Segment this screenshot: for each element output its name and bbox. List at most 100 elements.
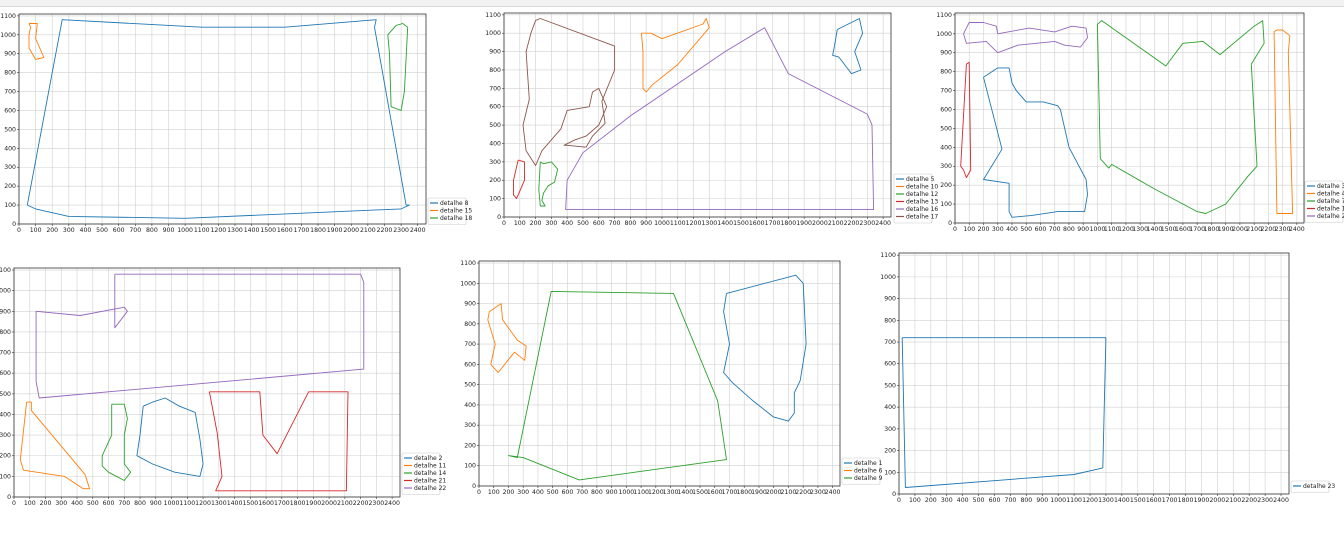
- x-tick-label: 800: [146, 227, 158, 234]
- x-tick-label: 900: [1036, 497, 1048, 504]
- series-line-detalhe-18: [387, 23, 409, 111]
- x-tick-label: 900: [606, 489, 618, 496]
- legend-label: detalhe 18: [440, 215, 472, 222]
- x-tick-label: 0: [502, 220, 506, 227]
- series-line-detalhe-17: [522, 18, 616, 166]
- x-tick-label: 1600: [258, 500, 274, 507]
- y-tick-label: 1100: [0, 267, 11, 274]
- chart-1: 0 100 200 300 400 500 600 700 800 900 1000 1100 1200…: [0, 13, 472, 234]
- legend-box: [1290, 480, 1330, 493]
- plot-frame: [478, 260, 841, 487]
- x-tick-label: 500: [87, 500, 99, 507]
- y-tick-label: 600: [4, 107, 16, 114]
- x-tick-label: 1500: [733, 220, 749, 227]
- series-line-detalhe-11: [19, 401, 91, 490]
- y-tick-label: 800: [489, 67, 501, 74]
- x-tick-label: 0: [477, 489, 481, 496]
- series-line-detalhe-8: [26, 19, 410, 219]
- legend-label: detalhe 12: [906, 191, 938, 198]
- x-tick-label: 1900: [327, 227, 343, 234]
- x-tick-label: 1300: [701, 220, 717, 227]
- x-tick-label: 1600: [1175, 226, 1191, 233]
- x-tick-label: 200: [925, 497, 937, 504]
- x-tick-label: 1300: [211, 500, 227, 507]
- legend-label: detalhe 4: [1317, 191, 1344, 198]
- x-tick-label: 2400: [410, 227, 426, 234]
- x-tick-label: 0: [17, 227, 21, 234]
- y-tick-label: 500: [464, 382, 476, 389]
- y-tick-label: 100: [884, 469, 896, 476]
- series-line-detalhe-20: [963, 22, 1088, 54]
- x-tick-label: 1800: [290, 500, 306, 507]
- y-tick-label: 300: [4, 164, 16, 171]
- y-tick-label: 100: [464, 463, 476, 470]
- chart-4: 0 100 200 300 400 500 600 700 800 900 1000 1100 1200…: [0, 267, 446, 507]
- x-tick-label: 800: [591, 489, 603, 496]
- legend-label: detalhe 13: [906, 199, 938, 206]
- x-tick-label: 1500: [242, 500, 258, 507]
- x-tick-label: 1400: [1114, 497, 1130, 504]
- x-tick-label: 1800: [780, 220, 796, 227]
- x-tick-label: 1700: [722, 489, 738, 496]
- chart-3: 0 100 200 300 400 500 600 700 800 900 100011001200…: [936, 12, 1344, 233]
- x-tick-label: 600: [989, 497, 1001, 504]
- legend-label: detalhe 1: [854, 460, 883, 467]
- legend-box: [1304, 180, 1344, 223]
- x-tick-label: 2300: [1257, 497, 1273, 504]
- y-tick-label: 900: [4, 51, 16, 58]
- x-tick-label: 1200: [195, 500, 211, 507]
- x-tick-label: 1900: [1194, 497, 1210, 504]
- y-tick-label: 700: [489, 85, 501, 92]
- series-line-detalhe-5: [832, 18, 864, 75]
- x-tick-label: 600: [113, 227, 125, 234]
- x-tick-label: 1600: [277, 227, 293, 234]
- x-tick-label: 0: [12, 500, 16, 507]
- x-tick-label: 2200: [377, 227, 393, 234]
- y-tick-label: 200: [489, 177, 501, 184]
- x-tick-label: 400: [71, 500, 83, 507]
- x-tick-label: 0: [953, 226, 957, 233]
- x-tick-label: 1900: [751, 489, 767, 496]
- x-tick-label: 200: [503, 489, 515, 496]
- x-tick-label: 2300: [1275, 226, 1291, 233]
- y-tick-label: 1100: [485, 12, 501, 19]
- x-tick-label: 1000: [177, 227, 193, 234]
- y-tick-label: 100: [0, 473, 11, 480]
- legend-label: detalhe 5: [906, 176, 935, 183]
- legend-label: detalhe 2: [414, 455, 443, 462]
- x-tick-label: 2400: [1289, 226, 1305, 233]
- x-tick-label: 200: [40, 500, 52, 507]
- y-tick-label: 400: [884, 404, 896, 411]
- x-tick-label: 1400: [244, 227, 260, 234]
- x-tick-label: 2400: [875, 220, 891, 227]
- x-tick-label: 1100: [1066, 497, 1082, 504]
- x-tick-label: 400: [957, 497, 969, 504]
- x-tick-label: 1200: [210, 227, 226, 234]
- x-tick-label: 500: [96, 227, 108, 234]
- y-tick-label: 100: [4, 202, 16, 209]
- y-tick-label: 200: [0, 453, 11, 460]
- y-tick-label: 0: [892, 491, 896, 498]
- x-tick-label: 500: [1020, 226, 1032, 233]
- y-tick-label: 0: [948, 220, 952, 227]
- chart-2: 0 100 200 300 400 500 600 700 800 900 1000 1100 1200…: [485, 12, 938, 227]
- x-tick-label: 2200: [1261, 226, 1277, 233]
- x-tick-label: 100: [963, 226, 975, 233]
- x-tick-label: 300: [545, 220, 557, 227]
- x-tick-label: 100: [514, 220, 526, 227]
- legend-label: detalhe 15: [440, 208, 472, 215]
- x-tick-label: 1500: [1130, 497, 1146, 504]
- series-line-detalhe-16: [565, 27, 875, 211]
- plot-frame: [954, 12, 1305, 224]
- series-line-detalhe-1: [723, 274, 807, 422]
- series-line-detalhe-3: [983, 67, 1088, 218]
- y-tick-label: 700: [4, 89, 16, 96]
- x-tick-label: 1700: [294, 227, 310, 234]
- x-tick-label: 700: [1005, 497, 1017, 504]
- chart-5: 0 100 200 300 400 500 600 700 800 900 100011001200…: [460, 260, 882, 496]
- x-tick-label: 1300: [227, 227, 243, 234]
- y-tick-label: 400: [0, 411, 11, 418]
- legend-label: detalhe 17: [906, 214, 938, 221]
- series-line-detalhe-10: [640, 18, 710, 93]
